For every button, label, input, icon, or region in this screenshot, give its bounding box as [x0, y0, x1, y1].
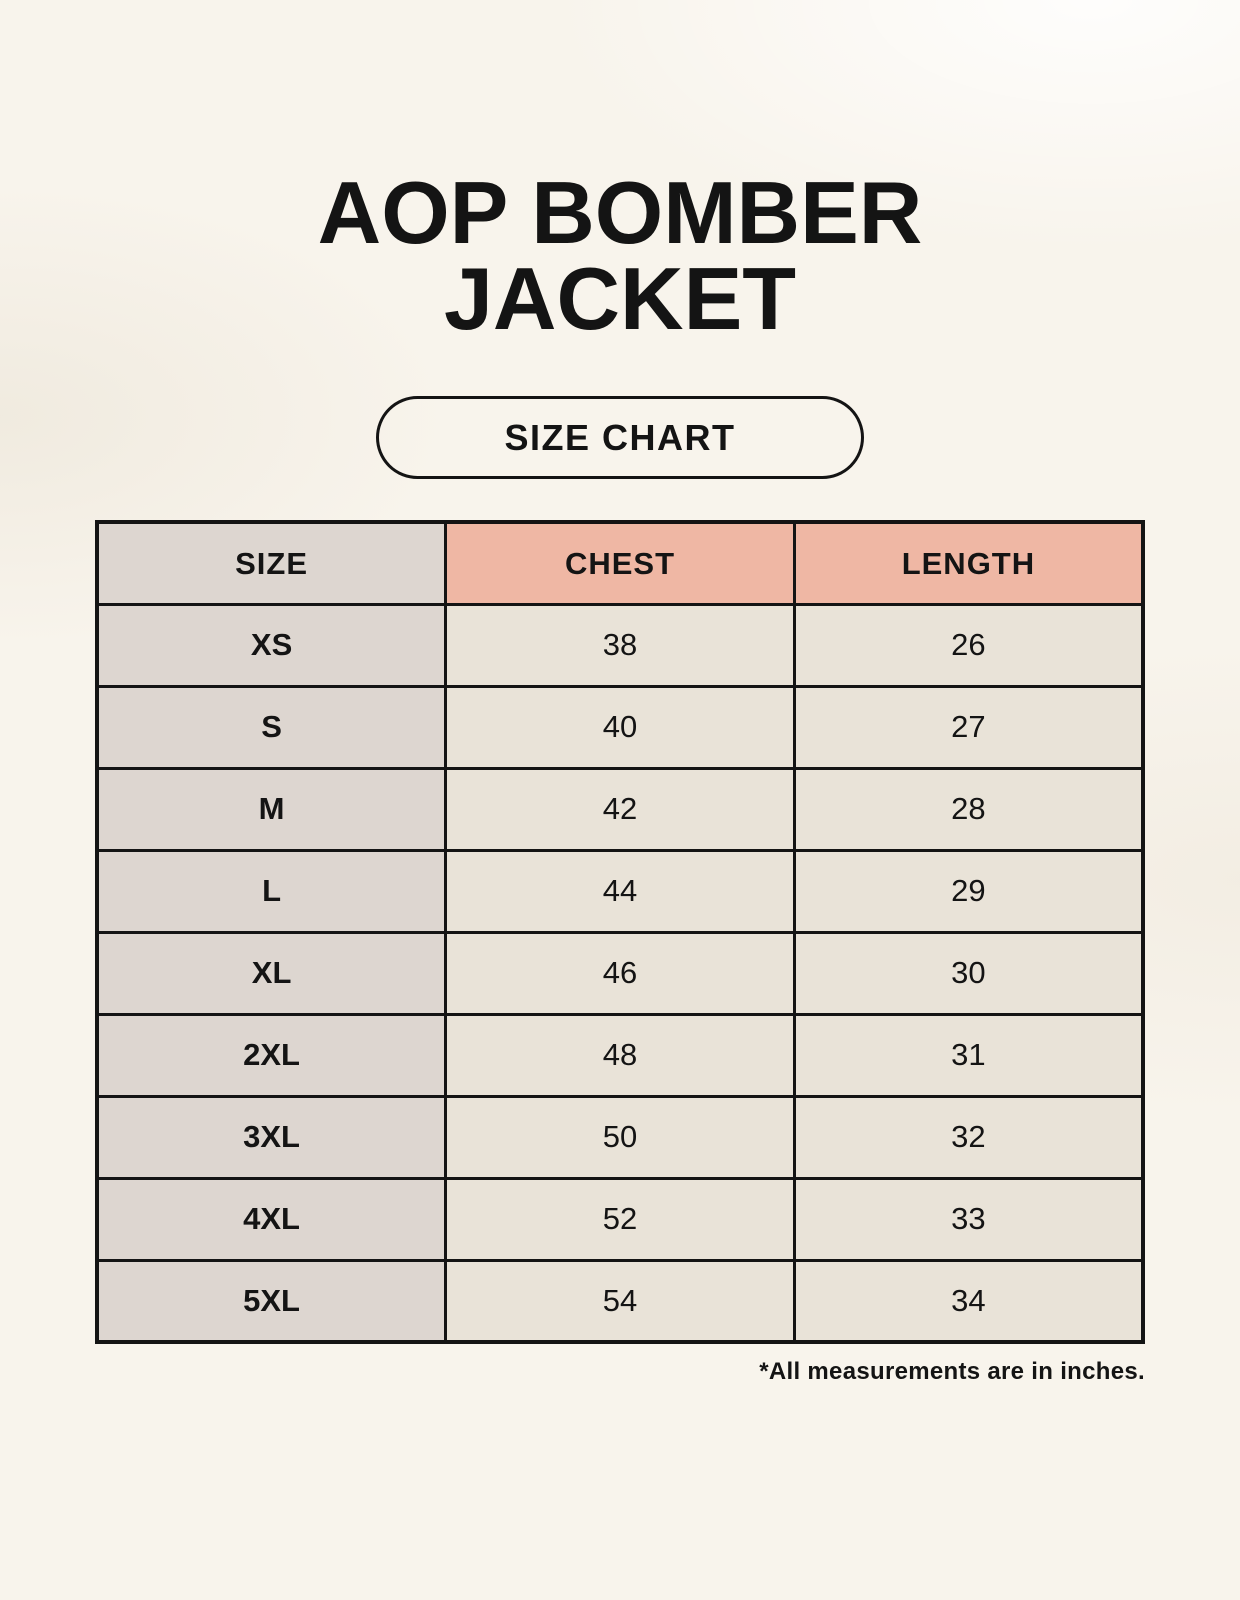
size-cell: M — [95, 766, 448, 852]
badge-container: SIZE CHART — [0, 396, 1240, 480]
length-cell: 33 — [792, 1176, 1145, 1262]
size-cell: 2XL — [95, 1012, 448, 1098]
table-row: 4XL 52 33 — [95, 1176, 1145, 1262]
size-table: SIZE CHEST LENGTH XS 38 26 S 40 27 M 42 28 L 44 29 X… — [95, 520, 1145, 1345]
length-cell: 34 — [792, 1258, 1145, 1344]
table-row: M 42 28 — [95, 766, 1145, 852]
table-row: L 44 29 — [95, 848, 1145, 934]
size-cell: 4XL — [95, 1176, 448, 1262]
size-cell: L — [95, 848, 448, 934]
table-row: 5XL 54 34 — [95, 1258, 1145, 1344]
table-row: 3XL 50 32 — [95, 1094, 1145, 1180]
chest-cell: 44 — [444, 848, 796, 934]
product-title-line-2: JACKET — [443, 249, 797, 349]
chest-cell: 40 — [444, 684, 796, 770]
header-row: SIZE CHEST LENGTH — [95, 520, 1145, 606]
size-cell: XL — [95, 930, 448, 1016]
length-cell: 26 — [792, 602, 1145, 688]
size-cell: 5XL — [95, 1258, 448, 1344]
length-cell: 28 — [792, 766, 1145, 852]
size-cell: 3XL — [95, 1094, 448, 1180]
column-header-length: LENGTH — [792, 520, 1145, 606]
size-cell: S — [95, 684, 448, 770]
measurements-footnote: *All measurements are in inches. — [759, 1358, 1145, 1386]
chest-cell: 38 — [444, 602, 796, 688]
chest-cell: 54 — [444, 1258, 796, 1344]
length-cell: 31 — [792, 1012, 1145, 1098]
size-chart-badge: SIZE CHART — [376, 396, 864, 480]
column-header-size: SIZE — [95, 520, 448, 606]
chest-cell: 50 — [444, 1094, 796, 1180]
table-row: S 40 27 — [95, 684, 1145, 770]
length-cell: 30 — [792, 930, 1145, 1016]
size-table-body: XS 38 26 S 40 27 M 42 28 L 44 29 XL 46 30 2XL 48 31 3XL 50 3… — [95, 602, 1145, 1344]
length-cell: 29 — [792, 848, 1145, 934]
size-table-header: SIZE CHEST LENGTH — [95, 520, 1145, 606]
chest-cell: 46 — [444, 930, 796, 1016]
chest-cell: 48 — [444, 1012, 796, 1098]
column-header-chest: CHEST — [444, 520, 796, 606]
length-cell: 27 — [792, 684, 1145, 770]
size-cell: XS — [95, 602, 448, 688]
length-cell: 32 — [792, 1094, 1145, 1180]
table-row: 2XL 48 31 — [95, 1012, 1145, 1098]
chest-cell: 52 — [444, 1176, 796, 1262]
table-row: XS 38 26 — [95, 602, 1145, 688]
product-title: AOP BOMBER JACKET — [0, 163, 1240, 349]
product-title-line-1: AOP BOMBER — [317, 163, 923, 262]
chest-cell: 42 — [444, 766, 796, 852]
table-row: XL 46 30 — [95, 930, 1145, 1016]
